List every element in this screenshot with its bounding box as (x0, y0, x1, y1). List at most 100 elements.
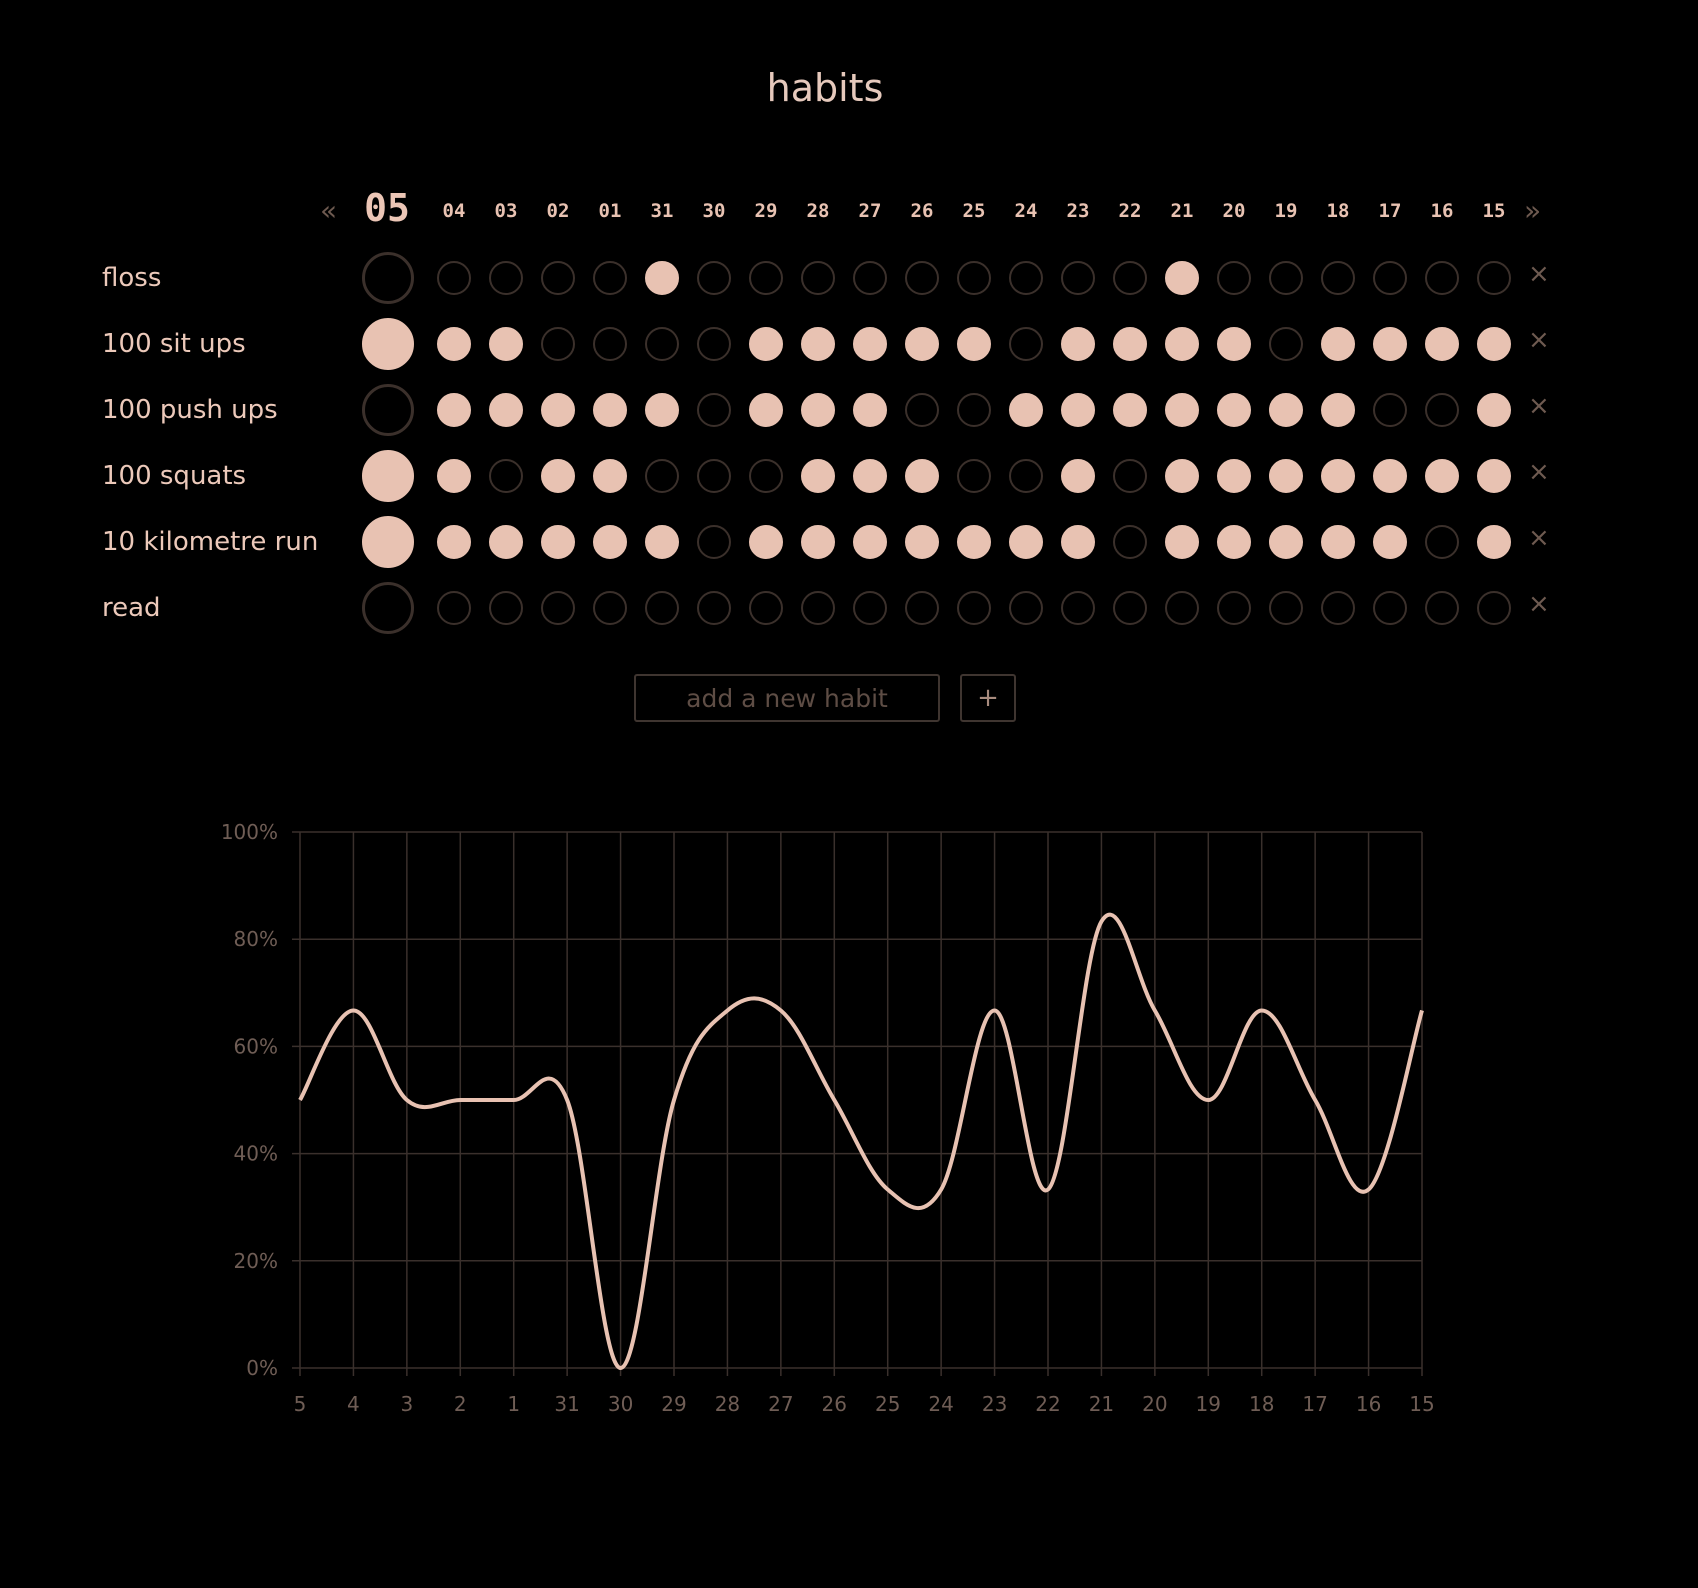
day-check-dot[interactable] (1061, 525, 1095, 559)
day-check-dot[interactable] (1217, 261, 1251, 295)
day-check-dot[interactable] (541, 525, 575, 559)
day-check-dot[interactable] (645, 459, 679, 493)
today-check-dot[interactable] (362, 582, 414, 634)
day-check-dot[interactable] (1165, 261, 1199, 295)
day-check-dot[interactable] (489, 393, 523, 427)
day-check-dot[interactable] (1113, 591, 1147, 625)
today-check-dot[interactable] (362, 252, 414, 304)
day-check-dot[interactable] (749, 261, 783, 295)
day-check-dot[interactable] (749, 591, 783, 625)
day-check-dot[interactable] (437, 591, 471, 625)
day-check-dot[interactable] (697, 327, 731, 361)
day-check-dot[interactable] (1061, 261, 1095, 295)
day-check-dot[interactable] (645, 591, 679, 625)
day-check-dot[interactable] (1113, 459, 1147, 493)
day-check-dot[interactable] (957, 591, 991, 625)
day-check-dot[interactable] (593, 459, 627, 493)
day-check-dot[interactable] (1009, 591, 1043, 625)
day-check-dot[interactable] (1269, 525, 1303, 559)
day-check-dot[interactable] (1061, 327, 1095, 361)
today-check-dot[interactable] (362, 450, 414, 502)
day-check-dot[interactable] (1217, 393, 1251, 427)
day-check-dot[interactable] (541, 393, 575, 427)
day-check-dot[interactable] (593, 327, 627, 361)
day-check-dot[interactable] (1373, 459, 1407, 493)
day-check-dot[interactable] (489, 327, 523, 361)
day-check-dot[interactable] (905, 393, 939, 427)
day-check-dot[interactable] (1269, 393, 1303, 427)
day-check-dot[interactable] (1217, 591, 1251, 625)
today-check-dot[interactable] (362, 384, 414, 436)
day-check-dot[interactable] (1425, 261, 1459, 295)
day-check-dot[interactable] (749, 327, 783, 361)
day-check-dot[interactable] (1113, 525, 1147, 559)
day-check-dot[interactable] (541, 459, 575, 493)
day-check-dot[interactable] (905, 591, 939, 625)
day-check-dot[interactable] (1217, 525, 1251, 559)
remove-habit-button[interactable]: × (1528, 259, 1550, 289)
day-check-dot[interactable] (1009, 459, 1043, 493)
day-check-dot[interactable] (1321, 327, 1355, 361)
remove-habit-button[interactable]: × (1528, 457, 1550, 487)
day-check-dot[interactable] (1061, 393, 1095, 427)
day-check-dot[interactable] (1321, 591, 1355, 625)
day-check-dot[interactable] (905, 261, 939, 295)
day-check-dot[interactable] (1269, 459, 1303, 493)
day-check-dot[interactable] (697, 261, 731, 295)
day-check-dot[interactable] (1269, 327, 1303, 361)
day-check-dot[interactable] (853, 525, 887, 559)
day-check-dot[interactable] (905, 459, 939, 493)
day-check-dot[interactable] (957, 327, 991, 361)
day-check-dot[interactable] (801, 591, 835, 625)
day-check-dot[interactable] (1165, 459, 1199, 493)
day-check-dot[interactable] (1425, 393, 1459, 427)
day-check-dot[interactable] (1321, 459, 1355, 493)
day-check-dot[interactable] (697, 393, 731, 427)
day-check-dot[interactable] (1373, 261, 1407, 295)
day-check-dot[interactable] (489, 591, 523, 625)
day-check-dot[interactable] (749, 393, 783, 427)
day-check-dot[interactable] (1425, 459, 1459, 493)
day-check-dot[interactable] (1477, 459, 1511, 493)
day-check-dot[interactable] (1477, 261, 1511, 295)
day-check-dot[interactable] (1165, 525, 1199, 559)
day-check-dot[interactable] (1061, 459, 1095, 493)
add-habit-input[interactable] (634, 674, 940, 722)
day-check-dot[interactable] (1477, 591, 1511, 625)
day-check-dot[interactable] (1061, 591, 1095, 625)
day-check-dot[interactable] (801, 327, 835, 361)
day-check-dot[interactable] (1477, 327, 1511, 361)
day-check-dot[interactable] (645, 393, 679, 427)
previous-dates-button[interactable]: « (320, 194, 338, 227)
day-check-dot[interactable] (1425, 525, 1459, 559)
day-check-dot[interactable] (541, 591, 575, 625)
today-check-dot[interactable] (362, 318, 414, 370)
day-check-dot[interactable] (437, 525, 471, 559)
day-check-dot[interactable] (1165, 327, 1199, 361)
day-check-dot[interactable] (645, 525, 679, 559)
day-check-dot[interactable] (1321, 261, 1355, 295)
day-check-dot[interactable] (749, 459, 783, 493)
remove-habit-button[interactable]: × (1528, 523, 1550, 553)
day-check-dot[interactable] (853, 591, 887, 625)
day-check-dot[interactable] (645, 261, 679, 295)
day-check-dot[interactable] (1425, 591, 1459, 625)
day-check-dot[interactable] (801, 525, 835, 559)
day-check-dot[interactable] (437, 459, 471, 493)
day-check-dot[interactable] (697, 525, 731, 559)
day-check-dot[interactable] (1217, 327, 1251, 361)
day-check-dot[interactable] (489, 525, 523, 559)
remove-habit-button[interactable]: × (1528, 589, 1550, 619)
day-check-dot[interactable] (593, 261, 627, 295)
day-check-dot[interactable] (801, 459, 835, 493)
day-check-dot[interactable] (1165, 591, 1199, 625)
day-check-dot[interactable] (905, 525, 939, 559)
day-check-dot[interactable] (1373, 327, 1407, 361)
day-check-dot[interactable] (1009, 327, 1043, 361)
day-check-dot[interactable] (905, 327, 939, 361)
day-check-dot[interactable] (489, 459, 523, 493)
day-check-dot[interactable] (1321, 525, 1355, 559)
day-check-dot[interactable] (1477, 393, 1511, 427)
day-check-dot[interactable] (541, 327, 575, 361)
day-check-dot[interactable] (957, 261, 991, 295)
